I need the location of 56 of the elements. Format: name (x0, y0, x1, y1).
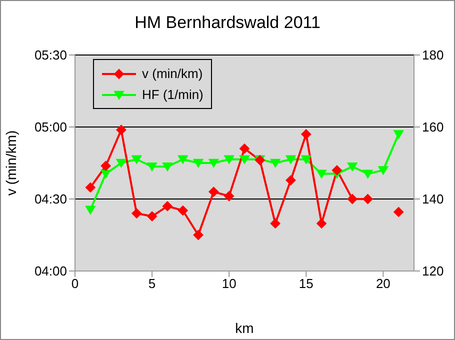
x-tick-label: 10 (222, 276, 236, 292)
chart-title: HM Bernhardswald 2011 (134, 13, 322, 33)
point (132, 208, 142, 218)
point (100, 170, 111, 178)
point (347, 162, 358, 172)
point (394, 206, 404, 217)
point (208, 186, 219, 197)
point (362, 194, 373, 204)
point (224, 191, 234, 202)
point (193, 158, 204, 168)
point (132, 155, 142, 164)
point (240, 144, 250, 154)
point (208, 158, 219, 168)
y-tick-label: 04:30 (34, 192, 67, 207)
point (270, 218, 280, 228)
point (116, 124, 126, 135)
point (193, 230, 204, 240)
point (286, 175, 296, 186)
point (347, 194, 358, 204)
x-tick-label: 15 (298, 276, 314, 292)
point (316, 170, 327, 178)
point (378, 166, 388, 175)
point (301, 155, 312, 164)
x-axis-title: km (235, 320, 254, 336)
point (147, 162, 158, 172)
point (224, 155, 234, 164)
y-tick-label: 05:30 (34, 48, 67, 63)
y2-tick-label: 180 (422, 48, 444, 63)
point (178, 206, 188, 216)
y2-tick-label: 160 (422, 120, 444, 135)
x-tick-label: 0 (71, 276, 79, 292)
point (100, 160, 111, 171)
point (162, 162, 172, 172)
point (316, 218, 327, 228)
point (394, 130, 404, 139)
x-tick-label: 20 (376, 276, 390, 292)
y-tick-label: 05:00 (34, 120, 67, 135)
point (286, 155, 296, 164)
point (116, 158, 126, 168)
y-axis-title: v (min/km) (2, 130, 19, 196)
point (85, 206, 96, 214)
y-tick-label: 04:00 (34, 264, 67, 279)
legend-label: v (min/km) (142, 66, 203, 81)
point (332, 165, 342, 176)
point (240, 155, 250, 164)
point (362, 170, 373, 178)
x-tick-label: 5 (148, 276, 156, 292)
point (85, 182, 96, 192)
point (162, 201, 172, 212)
y2-tick-label: 120 (422, 264, 444, 279)
point (147, 211, 158, 222)
point (178, 155, 188, 164)
y2-tick-label: 140 (422, 192, 444, 207)
point (270, 158, 280, 168)
legend-label: HF (1/min) (142, 87, 204, 102)
point (301, 129, 312, 140)
